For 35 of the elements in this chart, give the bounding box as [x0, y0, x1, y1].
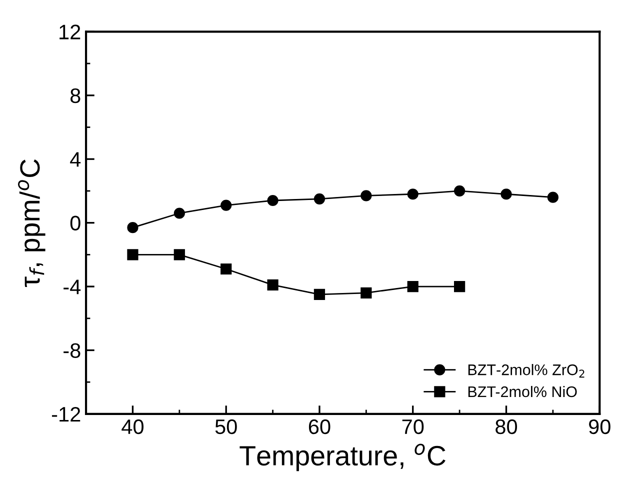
legend-label: BZT-2mol% NiO — [468, 386, 577, 398]
point — [314, 288, 326, 300]
point — [454, 280, 466, 292]
point — [220, 263, 232, 275]
y-tick-label: -4 — [64, 280, 81, 294]
point — [174, 208, 185, 219]
point — [174, 249, 185, 260]
point — [127, 249, 138, 260]
point — [267, 194, 278, 206]
x-tick-label: 60 — [308, 419, 330, 434]
point — [360, 190, 372, 202]
y-tick-label: 0 — [70, 216, 80, 231]
x-tick-label: 80 — [496, 419, 518, 434]
point — [500, 188, 512, 200]
y-tick-label: -8 — [64, 343, 80, 358]
y-tick-label: 8 — [70, 88, 80, 104]
point — [314, 193, 326, 204]
x-tick-label: 50 — [215, 419, 237, 434]
x-tick-label: 90 — [589, 419, 610, 434]
y-tick-label: -12 — [52, 406, 80, 422]
y-axis-title: τ$_{f}$, ppm/$^{o}$C — [18, 159, 46, 287]
point — [407, 280, 418, 292]
point — [220, 200, 232, 211]
y-tick-label: 12 — [60, 24, 80, 40]
x-tick-label: 40 — [122, 419, 144, 434]
x-tick-label: 70 — [402, 419, 424, 434]
x-axis-title: Temperature, $^{o}$C — [240, 444, 446, 472]
legend-label: BZT-2mol% ZrO$_{2}$ — [468, 364, 584, 378]
y-tick-label: 4 — [70, 152, 81, 167]
point — [454, 185, 466, 196]
point — [407, 188, 418, 200]
point — [360, 287, 372, 298]
point — [267, 279, 278, 290]
point — [547, 192, 558, 203]
point — [127, 222, 138, 234]
